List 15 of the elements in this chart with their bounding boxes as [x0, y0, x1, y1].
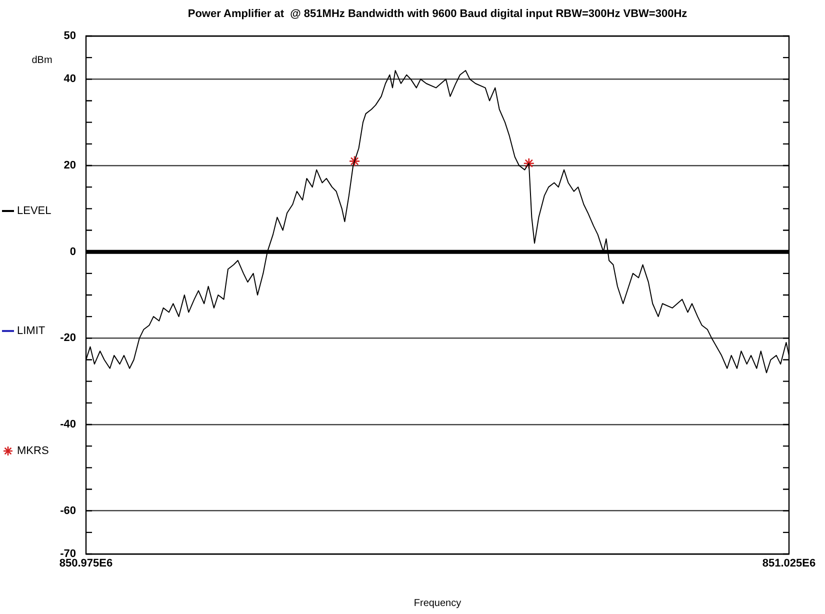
y-axis-title: dBm — [32, 54, 52, 66]
x-tick-label: 851.025E6 — [762, 558, 816, 570]
y-tick-label: 0 — [70, 246, 76, 258]
chart-title: Power Amplifier at @ 851MHz Bandwidth with 9600 Baud digital input RBW=300Hz VBW=300Hz — [188, 8, 688, 20]
y-tick-label: -20 — [60, 332, 76, 344]
y-tick-label: 40 — [64, 73, 76, 86]
legend-label: LEVEL — [17, 205, 52, 217]
x-tick-label: 850.975E6 — [59, 558, 113, 570]
x-axis-title: Frequency — [414, 598, 462, 609]
y-tick-label: -40 — [60, 418, 76, 431]
y-tick-label: -60 — [60, 504, 76, 517]
legend-label: LIMIT — [17, 325, 46, 337]
y-tick-label: 20 — [64, 160, 76, 172]
y-tick-label: 50 — [64, 30, 76, 42]
legend-label: MKRS — [17, 445, 49, 457]
